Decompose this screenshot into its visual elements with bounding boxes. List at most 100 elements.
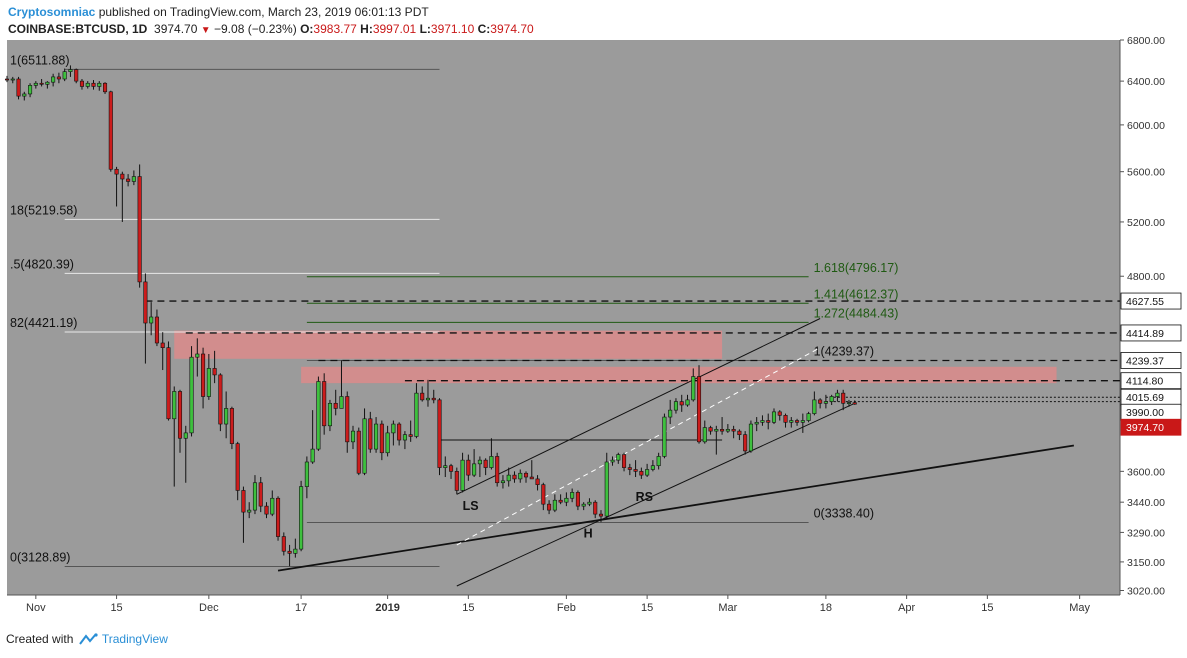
candle-body — [391, 423, 396, 434]
candle-body — [333, 402, 338, 409]
y-tick-label: 3440.00 — [1127, 497, 1165, 509]
candle — [656, 452, 661, 470]
candle — [97, 81, 102, 91]
trendline — [456, 402, 855, 587]
candle — [333, 389, 338, 416]
candle-body — [512, 474, 517, 480]
candle — [587, 498, 592, 507]
candle — [183, 425, 188, 483]
pattern-label: LS — [463, 499, 479, 513]
candle — [299, 480, 304, 552]
candle — [379, 420, 384, 461]
candle-body — [97, 82, 102, 87]
candle-body — [149, 316, 154, 324]
candle-body — [431, 397, 436, 401]
candle-body — [656, 456, 661, 467]
candle-body — [662, 416, 667, 457]
candle-body — [45, 81, 50, 85]
candle — [79, 79, 84, 90]
candle-body — [56, 76, 61, 80]
candle-body — [368, 418, 373, 450]
x-tick-label: Apr — [898, 602, 915, 614]
candle — [610, 456, 615, 466]
plot-area — [7, 40, 1120, 595]
candle — [385, 425, 390, 457]
candle-body — [304, 461, 309, 487]
candle — [823, 394, 828, 409]
candle — [258, 477, 263, 513]
candle — [108, 90, 113, 172]
candle-body — [91, 82, 96, 87]
candle-body — [131, 176, 136, 182]
candle-body — [743, 434, 748, 452]
y-tick-label: 3150.00 — [1127, 557, 1165, 569]
candle — [760, 415, 765, 426]
fib-retracement-label: 0(3128.89) — [10, 550, 70, 564]
candle — [547, 500, 552, 515]
candle — [114, 166, 119, 207]
candle-body — [754, 421, 759, 425]
candle — [420, 386, 425, 402]
candle — [720, 417, 725, 435]
change-value: −9.08 (−0.23%) — [214, 22, 297, 36]
candle-body — [541, 484, 546, 505]
candle — [22, 91, 27, 101]
last-price: 3974.70 — [154, 22, 198, 36]
tradingview-brand[interactable]: TradingView — [101, 632, 168, 646]
candle-body — [16, 78, 21, 97]
high-value: 3997.01 — [372, 22, 417, 36]
candle-body — [610, 459, 615, 463]
trendline — [277, 444, 1075, 572]
candle-body — [74, 69, 79, 82]
candle-body — [108, 91, 113, 170]
candle-body — [622, 454, 627, 468]
candle-body — [587, 501, 592, 505]
y-tick-label: 3020.00 — [1127, 585, 1165, 597]
price-badge-label: 4627.55 — [1126, 296, 1164, 308]
candle — [627, 463, 632, 476]
fib-retracement-label: 18(5219.58) — [10, 203, 77, 217]
candle — [789, 417, 794, 428]
candle-body — [489, 456, 494, 468]
candle-body — [466, 459, 471, 476]
price-badge — [1120, 324, 1182, 342]
author-link[interactable]: Cryptosomniac — [8, 5, 96, 19]
candle-body — [639, 471, 644, 476]
open-label: O: — [300, 22, 314, 36]
candle — [281, 532, 286, 556]
x-tick-label: 15 — [641, 602, 653, 614]
candle-body — [477, 459, 482, 465]
close-label: C: — [477, 22, 491, 36]
candle-body — [114, 168, 119, 175]
candle-body — [276, 497, 281, 537]
candle — [177, 389, 183, 453]
candle — [218, 373, 223, 432]
candle-body — [581, 503, 586, 507]
candle-body — [339, 396, 344, 409]
candle-body — [414, 392, 419, 437]
candle-body — [126, 178, 131, 182]
candle-body — [270, 497, 275, 515]
candle-body — [235, 443, 240, 491]
x-tick-label: 2019 — [375, 602, 399, 614]
candle — [806, 411, 811, 423]
candle-body — [789, 420, 794, 423]
candle — [541, 482, 546, 511]
candle-body — [177, 391, 183, 439]
candle-body — [345, 396, 350, 443]
candle-body — [449, 465, 454, 472]
candle-body — [668, 409, 673, 418]
x-tick-label: Feb — [557, 602, 576, 614]
candle-body — [379, 423, 384, 454]
candle-body — [247, 509, 252, 513]
candle-body — [771, 411, 777, 423]
candle-body — [795, 420, 800, 423]
candle — [841, 389, 846, 411]
candle-body — [224, 408, 229, 425]
price-badge-label: 3990.00 — [1126, 407, 1164, 419]
candle-body — [103, 82, 108, 93]
candle-body — [564, 497, 569, 503]
candle — [408, 420, 413, 442]
candle — [345, 391, 350, 453]
